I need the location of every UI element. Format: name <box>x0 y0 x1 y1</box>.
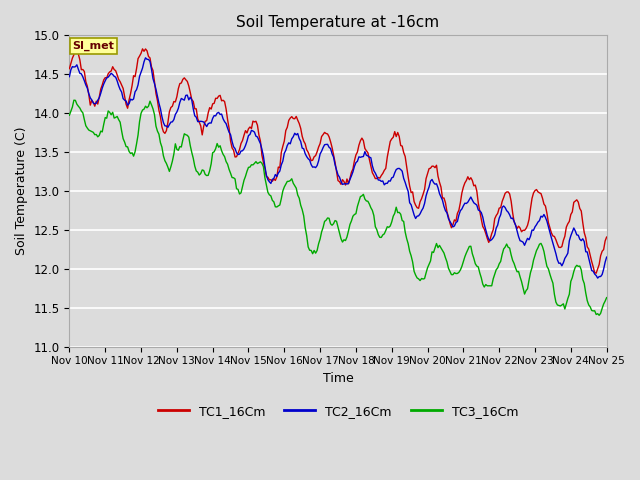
X-axis label: Time: Time <box>323 372 353 385</box>
Y-axis label: Soil Temperature (C): Soil Temperature (C) <box>15 127 28 255</box>
Text: SI_met: SI_met <box>72 41 115 51</box>
Title: Soil Temperature at -16cm: Soil Temperature at -16cm <box>236 15 440 30</box>
Legend: TC1_16Cm, TC2_16Cm, TC3_16Cm: TC1_16Cm, TC2_16Cm, TC3_16Cm <box>152 400 524 423</box>
